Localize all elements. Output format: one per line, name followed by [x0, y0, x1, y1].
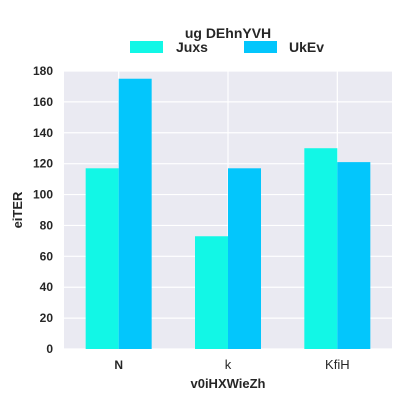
bars — [85, 78, 371, 349]
y-tick-label: 180 — [33, 64, 53, 78]
y-tick-label: 20 — [40, 311, 54, 325]
bar-ukev-k — [228, 168, 261, 349]
y-tick-label: 100 — [33, 188, 53, 202]
y-axis-label: eiTER — [10, 191, 25, 228]
legend: ug DEhnYVH Juxs UkEv — [130, 25, 324, 55]
bar-juxs-k — [195, 236, 228, 349]
x-tick-label: KfiH — [325, 357, 350, 372]
bar-juxs-kfih — [304, 148, 338, 349]
x-axis-label: v0iHXWieZh — [190, 376, 265, 391]
legend-title: ug DEhnYVH — [185, 25, 271, 41]
legend-swatch-ukev — [244, 41, 277, 53]
y-tick-label: 80 — [40, 218, 54, 232]
bar-ukev-kfih — [337, 162, 371, 349]
legend-label-ukev: UkEv — [289, 39, 324, 55]
bar-ukev-n — [118, 78, 152, 349]
y-tick-label: 0 — [46, 342, 53, 356]
y-tick-label: 140 — [33, 126, 53, 140]
legend-swatch-juxs — [130, 41, 163, 53]
y-tick-label: 160 — [33, 95, 53, 109]
x-tick-label: N — [114, 358, 123, 372]
y-tick-label: 60 — [40, 249, 54, 263]
y-tick-labels: 0 20 40 60 80 100 120 140 160 180 — [33, 64, 53, 356]
x-tick-label: k — [225, 357, 232, 372]
y-tick-label: 40 — [40, 280, 54, 294]
legend-label-juxs: Juxs — [176, 39, 208, 55]
bar-juxs-n — [85, 168, 119, 349]
y-tick-label: 120 — [33, 157, 53, 171]
